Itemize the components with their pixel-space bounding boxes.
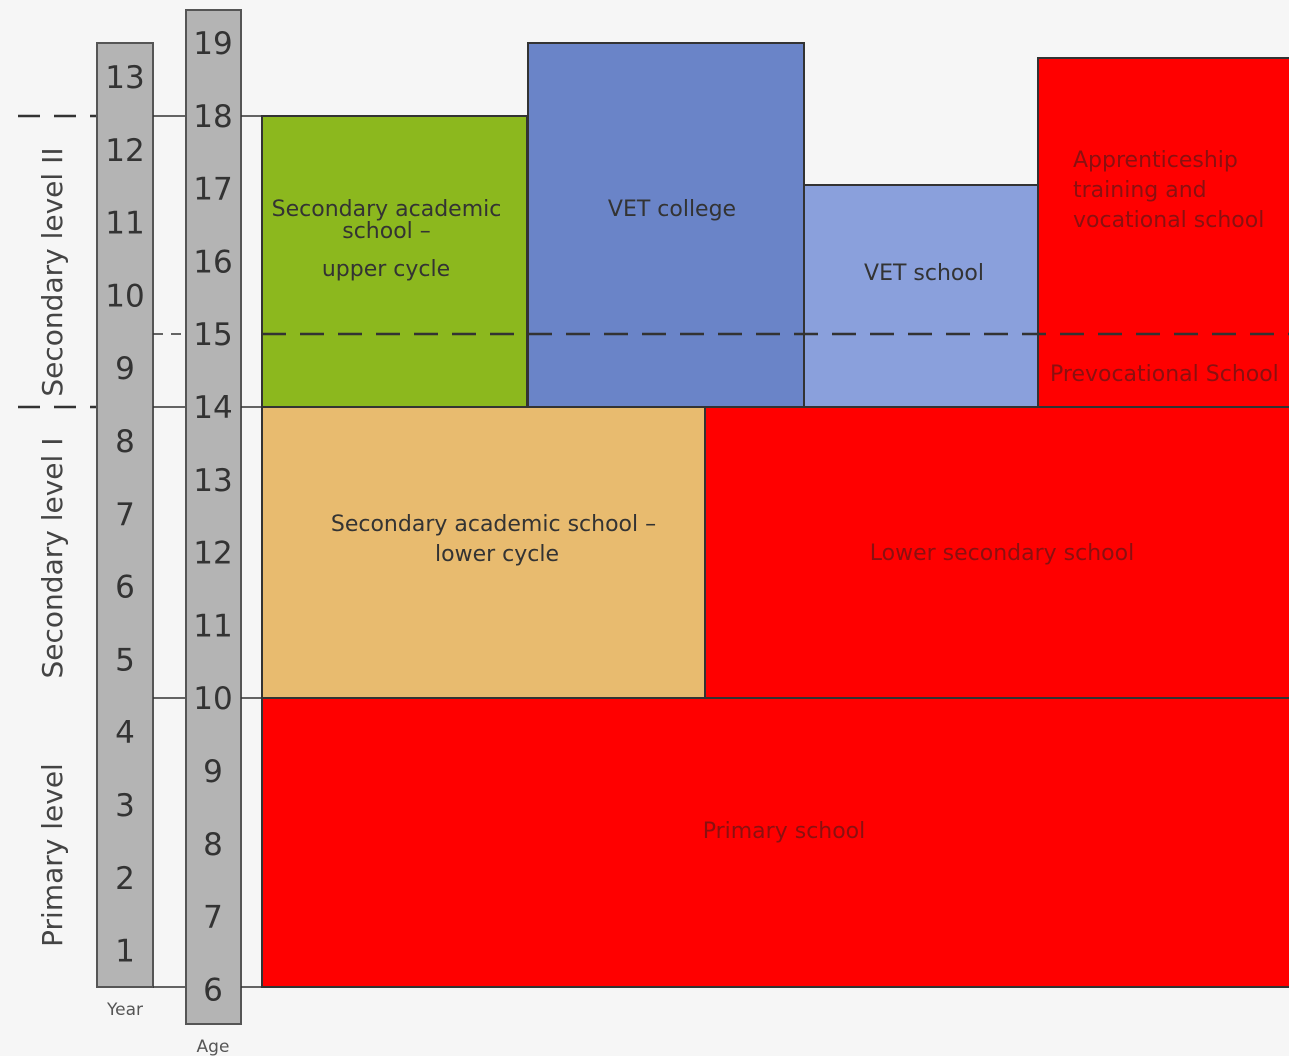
age-tick-15: 15: [193, 317, 232, 353]
age-tick-9: 9: [203, 754, 223, 790]
label-primary: Primary school: [703, 819, 866, 844]
age-tick-10: 10: [193, 681, 232, 717]
age-tick-8: 8: [203, 827, 223, 863]
label-lower-secondary: Lower secondary school: [870, 541, 1134, 566]
year-tick-13: 13: [105, 60, 144, 96]
year-tick-12: 12: [105, 133, 144, 169]
box-labels: Secondary academic school – upper cycle …: [272, 148, 1279, 844]
year-tick-labels: 13 12 11 10 9 8 7 6 5 4 3 2 1: [105, 60, 144, 970]
year-tick-6: 6: [115, 570, 135, 606]
label-apprenticeship: Apprenticeship training and vocational s…: [1073, 148, 1264, 233]
year-scale-bar: [96, 42, 154, 988]
age-tick-18: 18: [193, 99, 232, 135]
age-scale-bar: [185, 9, 242, 1025]
year-tick-5: 5: [115, 642, 135, 678]
age-tick-labels: 19 18 17 16 15 14 13 12 11 10 9 8 7 6: [193, 26, 232, 1008]
label-prevocational: Prevocational School: [1050, 362, 1279, 387]
age-connectors: [241, 115, 263, 988]
box-academic-upper: [261, 115, 528, 408]
year-tick-8: 8: [115, 424, 135, 460]
box-primary: [261, 697, 1289, 988]
year-tick-2: 2: [115, 861, 135, 897]
label-academic-lower: Secondary academic school – lower cycle: [331, 512, 663, 567]
age-scale: 19 18 17 16 15 14 13 12 11 10 9 8 7 6 Age: [185, 9, 242, 1056]
year-tick-4: 4: [115, 715, 135, 751]
box-vet-college: [527, 42, 805, 408]
label-academic-upper: Secondary academic school – upper cycle: [272, 197, 509, 282]
label-vet-college: VET college: [608, 197, 736, 222]
level-label-secondary-2: Secondary level II: [36, 147, 69, 396]
year-tick-10: 10: [105, 278, 144, 314]
age-tick-17: 17: [193, 172, 232, 208]
box-vet-school: [803, 184, 1039, 408]
year-tick-7: 7: [115, 497, 135, 533]
year-tick-3: 3: [115, 788, 135, 824]
age-tick-7: 7: [203, 900, 223, 936]
age-tick-11: 11: [193, 608, 232, 644]
box-academic-lower: [261, 406, 706, 699]
age-tick-6: 6: [203, 972, 223, 1008]
age-tick-12: 12: [193, 536, 232, 572]
age-tick-13: 13: [193, 463, 232, 499]
level-labels: Secondary level II Secondary level I Pri…: [36, 147, 69, 946]
year-tick-1: 1: [115, 934, 135, 970]
year-caption: Year: [106, 1000, 143, 1020]
age-tick-14: 14: [193, 390, 232, 426]
age-tick-19: 19: [193, 26, 232, 62]
age-caption: Age: [197, 1037, 230, 1056]
level-label-secondary-1: Secondary level I: [36, 438, 69, 679]
age-tick-16: 16: [193, 244, 232, 280]
label-vet-school: VET school: [864, 261, 984, 286]
school-boxes: [261, 42, 1289, 988]
year-scale: 13 12 11 10 9 8 7 6 5 4 3 2 1 Year: [96, 42, 186, 1020]
year-tick-11: 11: [105, 206, 144, 242]
year-tick-9: 9: [115, 351, 135, 387]
level-label-primary: Primary level: [36, 763, 69, 947]
